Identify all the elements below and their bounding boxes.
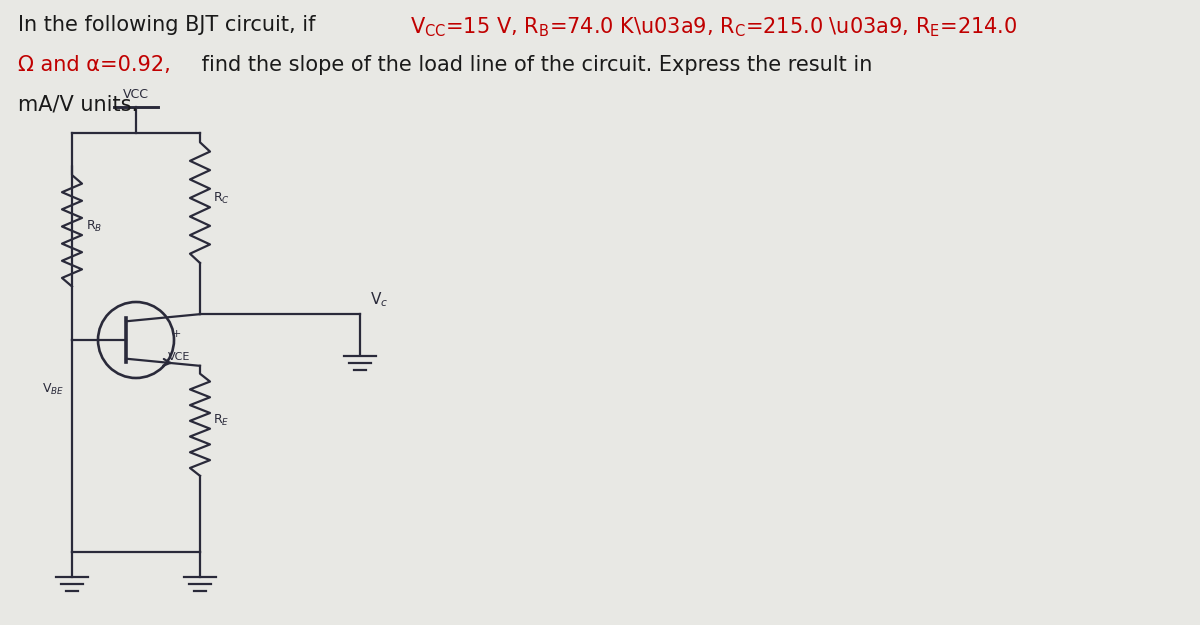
Text: +: + [172,329,181,339]
Text: R$_B$: R$_B$ [86,219,102,234]
Text: Ω and α=0.92,: Ω and α=0.92, [18,55,170,75]
Text: mA/V units.: mA/V units. [18,95,138,115]
Text: find the slope of the load line of the circuit. Express the result in: find the slope of the load line of the c… [194,55,872,75]
Text: VCE: VCE [168,352,191,362]
Text: V$_{BE}$: V$_{BE}$ [42,382,64,397]
Text: V$_c$: V$_c$ [370,290,389,309]
Text: R$_C$: R$_C$ [214,191,230,206]
Text: VCC: VCC [124,88,149,101]
Text: R$_E$: R$_E$ [214,413,229,428]
Text: $\mathregular{V_{CC}}$=15 V, $\mathregular{R_B}$=74.0 K\u03a9, $\mathregular{R_C: $\mathregular{V_{CC}}$=15 V, $\mathregul… [410,15,1018,39]
Text: In the following BJT circuit, if: In the following BJT circuit, if [18,15,322,35]
